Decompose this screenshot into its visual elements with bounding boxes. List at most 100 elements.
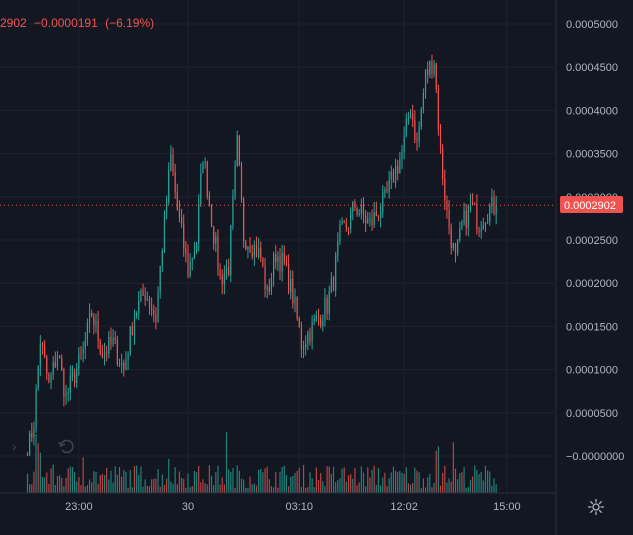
volume-bar (300, 487, 303, 493)
volume-bar (61, 477, 63, 493)
volume-bar (429, 474, 431, 493)
candle (73, 368, 76, 388)
volume-bar (168, 458, 170, 493)
volume-bar (287, 486, 290, 493)
volume-bar (388, 478, 390, 493)
volume-bar (170, 481, 172, 493)
candle (258, 237, 260, 260)
candle (88, 303, 91, 334)
volume-bar (86, 485, 89, 493)
candle (195, 241, 198, 255)
volume-bar (247, 487, 249, 493)
candle (71, 365, 74, 382)
candle (487, 213, 489, 224)
volume-bar (258, 469, 260, 493)
volume-bar (69, 466, 71, 493)
volume-bar (420, 488, 422, 493)
volume-bar (31, 484, 33, 493)
candle (131, 321, 133, 336)
candle (268, 278, 270, 296)
volume-bar (270, 486, 273, 493)
candle (412, 104, 414, 128)
candle (213, 225, 215, 251)
candle (183, 214, 185, 257)
volume-bar (450, 481, 452, 493)
candle (247, 246, 249, 259)
volume-bar (225, 432, 228, 493)
candle (337, 232, 339, 262)
candle (401, 144, 403, 170)
volume-bar (457, 479, 459, 493)
candle (335, 251, 337, 297)
volume-bar (198, 465, 200, 493)
volume-bar (110, 470, 112, 493)
volume-bar (163, 484, 166, 493)
candle (493, 190, 495, 216)
candle (386, 181, 388, 194)
volume-bar (99, 475, 101, 493)
volume-bar (302, 464, 305, 493)
volume-bar (328, 466, 330, 493)
x-tick-label: 12:02 (390, 501, 418, 513)
volume-bar (332, 466, 335, 493)
volume-bar (232, 467, 234, 493)
candle (174, 163, 176, 199)
chevron-right-icon[interactable]: › (12, 438, 17, 454)
volume-bar (155, 478, 157, 493)
y-tick-label: 0.0001500 (566, 321, 618, 333)
candle (35, 384, 37, 433)
candle (163, 210, 166, 254)
gear-icon[interactable] (587, 498, 605, 516)
volume-bar (240, 478, 243, 493)
volume-bar (206, 484, 208, 493)
candle (452, 242, 454, 252)
candle (50, 372, 52, 390)
volume-bar (435, 450, 437, 493)
volume-bar (399, 470, 401, 493)
volume-bar (465, 488, 467, 493)
candle (290, 270, 292, 300)
candle (332, 275, 335, 292)
volume-bar (157, 469, 159, 493)
volume-bar (123, 469, 125, 493)
volume-bar (260, 469, 262, 493)
candle (129, 325, 131, 356)
candle (279, 247, 281, 280)
candle (103, 342, 106, 366)
volume-bar (414, 467, 416, 493)
last-price-label: 0.0002902 (564, 200, 616, 212)
volume-bar (469, 479, 472, 493)
candle (281, 244, 283, 282)
volume-bar (73, 471, 76, 493)
volume-bar (159, 486, 161, 493)
candle (234, 160, 236, 201)
volume-bar (298, 467, 300, 493)
volume-bar (204, 483, 206, 493)
candle (127, 351, 129, 370)
x-axis: 23:00 30 03:10 12:02 15:00 (0, 492, 556, 513)
candle (93, 312, 95, 335)
candle (170, 145, 172, 172)
candle (461, 219, 463, 231)
volume-bar (315, 467, 317, 493)
candle (407, 111, 410, 125)
candle (469, 193, 472, 213)
volume-bar (281, 467, 283, 493)
volume-bar (114, 466, 116, 493)
volume-bar (121, 476, 123, 493)
candle (240, 161, 243, 203)
candle (99, 338, 101, 356)
volume-bar (416, 470, 418, 493)
volume-bar (97, 483, 99, 493)
undo-icon[interactable] (56, 436, 76, 456)
volume-bar (431, 487, 433, 493)
candle (409, 109, 412, 119)
volume-bar (422, 478, 424, 493)
candle (41, 341, 44, 355)
volume-bar (320, 473, 322, 493)
candle (296, 296, 298, 321)
candle (371, 209, 373, 231)
candle (82, 341, 84, 363)
volume-bar (384, 472, 386, 493)
